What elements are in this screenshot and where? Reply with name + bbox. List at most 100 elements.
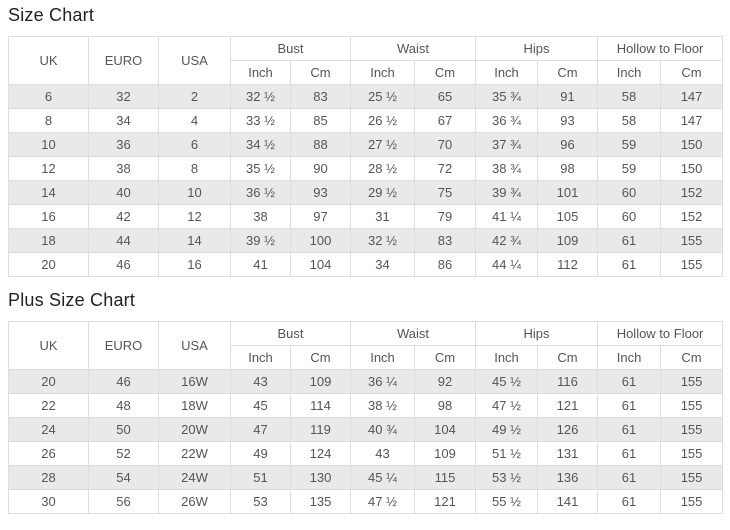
table-cell: 34 ½ <box>230 132 291 157</box>
table-cell: 109 <box>289 369 352 394</box>
unit-header-cm: Cm <box>289 345 352 370</box>
table-cell: 18 <box>8 228 89 253</box>
table-cell: 61 <box>597 369 662 394</box>
table-cell: 42 <box>88 204 159 229</box>
table-cell: 104 <box>414 417 477 442</box>
unit-header-cm: Cm <box>660 345 724 370</box>
table-cell: 60 <box>597 204 662 229</box>
table-header: UK EURO USA Bust Waist Hips Hollow to Floor Inc… <box>8 36 724 85</box>
table-cell: 135 <box>289 489 352 514</box>
plus-size-chart-section: Plus Size Chart UK EURO USA Bust Waist Hips Ho… <box>8 290 724 514</box>
column-group-header-hips: Hips <box>475 36 599 61</box>
unit-header-inch: Inch <box>230 345 291 370</box>
table-cell: 44 ¼ <box>475 252 539 277</box>
table-cell: 10 <box>158 180 231 205</box>
table-cell: 116 <box>537 369 599 394</box>
table-cell: 61 <box>597 489 662 514</box>
table-row: 14 40 10 36 ½ 93 29 ½ 75 39 ¾ 101 60 152 <box>8 180 724 205</box>
table-cell: 6 <box>8 84 89 109</box>
size-chart-table: UK EURO USA Bust Waist Hips Hollow to Floor Inc… <box>8 36 724 277</box>
table-cell: 4 <box>158 108 231 133</box>
table-row: 16 42 12 38 97 31 79 41 ¼ 105 60 152 <box>8 204 724 229</box>
table-cell: 147 <box>660 108 724 133</box>
table-cell: 49 ½ <box>475 417 539 442</box>
table-row: 10 36 6 34 ½ 88 27 ½ 70 37 ¾ 96 59 150 <box>8 132 724 157</box>
table-cell: 36 ¾ <box>475 108 539 133</box>
unit-header-inch: Inch <box>597 60 662 85</box>
header-group-row: UK EURO USA Bust Waist Hips Hollow to Floor <box>8 321 724 370</box>
column-group-header-hollow-to-floor: Hollow to Floor <box>597 321 724 346</box>
table-cell: 75 <box>414 180 477 205</box>
table-cell: 25 ½ <box>350 84 416 109</box>
table-cell: 53 <box>230 489 291 514</box>
table-cell: 67 <box>414 108 477 133</box>
table-cell: 20 <box>8 252 89 277</box>
table-cell: 98 <box>414 393 477 418</box>
table-cell: 105 <box>537 204 599 229</box>
table-cell: 46 <box>88 252 159 277</box>
table-cell: 83 <box>414 228 477 253</box>
table-cell: 32 <box>88 84 159 109</box>
table-cell: 58 <box>597 108 662 133</box>
table-cell: 50 <box>88 417 159 442</box>
table-cell: 24W <box>158 465 231 490</box>
table-cell: 47 <box>230 417 291 442</box>
table-cell: 90 <box>289 156 352 181</box>
unit-header-cm: Cm <box>414 60 477 85</box>
table-cell: 65 <box>414 84 477 109</box>
table-cell: 61 <box>597 441 662 466</box>
table-cell: 72 <box>414 156 477 181</box>
table-row: 30 56 26W 53 135 47 ½ 121 55 ½ 141 61 155 <box>8 489 724 514</box>
unit-header-inch: Inch <box>597 345 662 370</box>
table-cell: 126 <box>537 417 599 442</box>
table-cell: 93 <box>289 180 352 205</box>
table-cell: 31 <box>350 204 416 229</box>
table-header: UK EURO USA Bust Waist Hips Hollow to Floor Inc… <box>8 321 724 370</box>
table-cell: 114 <box>289 393 352 418</box>
table-cell: 28 ½ <box>350 156 416 181</box>
table-cell: 38 <box>88 156 159 181</box>
table-row: 18 44 14 39 ½ 100 32 ½ 83 42 ¾ 109 61 155 <box>8 228 724 253</box>
table-cell: 155 <box>660 228 724 253</box>
table-row: 8 34 4 33 ½ 85 26 ½ 67 36 ¾ 93 58 147 <box>8 108 724 133</box>
header-unit-row: Inch Cm Inch Cm Inch Cm Inch Cm <box>9 60 724 85</box>
table-cell: 150 <box>660 156 724 181</box>
table-cell: 104 <box>289 252 352 277</box>
table-cell: 100 <box>289 228 352 253</box>
size-chart-title: Size Chart <box>8 5 95 25</box>
table-cell: 59 <box>597 132 662 157</box>
table-cell: 34 <box>88 108 159 133</box>
unit-header-cm: Cm <box>537 345 599 370</box>
table-cell: 51 ½ <box>475 441 539 466</box>
table-cell: 85 <box>289 108 352 133</box>
table-cell: 97 <box>289 204 352 229</box>
table-cell: 37 ¾ <box>475 132 539 157</box>
table-cell: 61 <box>597 465 662 490</box>
table-cell: 35 ½ <box>230 156 291 181</box>
table-cell: 35 ¾ <box>475 84 539 109</box>
table-cell: 47 ½ <box>350 489 416 514</box>
table-cell: 61 <box>597 252 662 277</box>
table-cell: 155 <box>660 369 724 394</box>
table-row: 22 48 18W 45 114 38 ½ 98 47 ½ 121 61 155 <box>8 393 724 418</box>
size-chart-section: Size Chart UK EURO USA Bust Waist Hips Hollow … <box>8 5 724 277</box>
table-row: 6 32 2 32 ½ 83 25 ½ 65 35 ¾ 91 58 147 <box>8 84 724 109</box>
table-row: 28 54 24W 51 130 45 ¼ 115 53 ½ 136 61 155 <box>8 465 724 490</box>
table-cell: 43 <box>230 369 291 394</box>
table-cell: 39 ¾ <box>475 180 539 205</box>
table-cell: 98 <box>537 156 599 181</box>
table-cell: 24 <box>8 417 89 442</box>
table-row: 26 52 22W 49 124 43 109 51 ½ 131 61 155 <box>8 441 724 466</box>
table-row: 20 46 16 41 104 34 86 44 ¼ 112 61 155 <box>8 252 724 277</box>
column-header-euro: EURO <box>88 321 159 370</box>
table-cell: 41 ¼ <box>475 204 539 229</box>
table-cell: 152 <box>660 204 724 229</box>
table-cell: 22W <box>158 441 231 466</box>
table-cell: 86 <box>414 252 477 277</box>
unit-header-inch: Inch <box>475 345 539 370</box>
table-cell: 16 <box>158 252 231 277</box>
table-row: 24 50 20W 47 119 40 ¾ 104 49 ½ 126 61 155 <box>8 417 724 442</box>
table-cell: 34 <box>350 252 416 277</box>
table-cell: 38 <box>230 204 291 229</box>
table-cell: 47 ½ <box>475 393 539 418</box>
